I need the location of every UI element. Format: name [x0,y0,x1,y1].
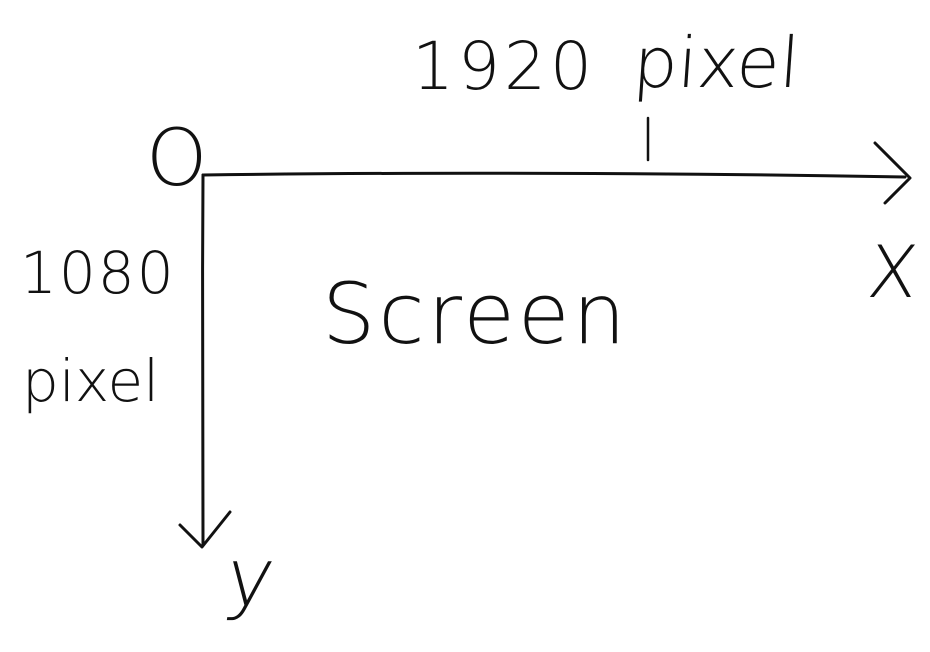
screen-label: Screen [322,265,629,363]
screen-height-unit-label: pixel [22,347,160,415]
origin-label: O [146,114,208,204]
screen-height-label: 1080 [20,239,176,307]
x-axis-line [201,171,907,179]
x-axis-label: X [863,230,922,314]
x-axis-arrowhead [873,141,912,205]
y-axis-arrowhead [178,510,232,549]
screen-width-unit-label: pixel [630,22,803,104]
screen-width-label: 1920 [412,28,596,105]
